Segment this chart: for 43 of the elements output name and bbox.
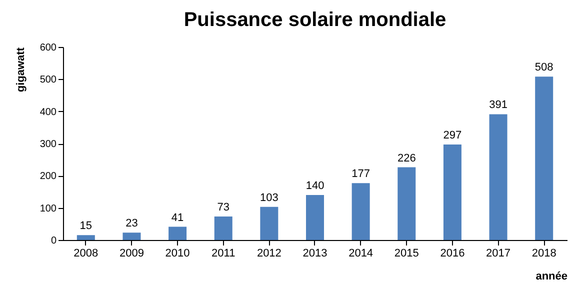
y-tick-label: 0 bbox=[50, 236, 57, 246]
x-tick-label: 2008 bbox=[74, 248, 98, 260]
y-tick-label: 400 bbox=[40, 106, 57, 118]
bar bbox=[398, 167, 416, 240]
data-label: 73 bbox=[217, 202, 230, 214]
x-tick-label: 2015 bbox=[394, 248, 419, 260]
y-tick-label: 300 bbox=[40, 139, 57, 150]
x-tick-label: 2016 bbox=[440, 248, 465, 260]
x-tick-label: 2010 bbox=[165, 248, 190, 260]
x-tick-label: 2014 bbox=[348, 248, 374, 260]
bar bbox=[352, 183, 370, 240]
y-axis-title: gigawatt bbox=[14, 47, 27, 92]
data-label: 103 bbox=[260, 192, 278, 204]
data-label: 508 bbox=[534, 62, 554, 74]
data-label: 297 bbox=[443, 129, 462, 142]
y-tick-label: 200 bbox=[40, 171, 57, 182]
x-tick-label: 2013 bbox=[302, 248, 328, 260]
data-label: 41 bbox=[171, 212, 184, 224]
x-tick-label: 2012 bbox=[256, 248, 282, 260]
bar bbox=[168, 226, 187, 240]
x-axis-title: année bbox=[536, 270, 568, 282]
data-label: 391 bbox=[489, 99, 508, 112]
y-tick-label: 500 bbox=[40, 74, 57, 86]
x-tick-label: 2017 bbox=[486, 248, 511, 260]
x-tick-label: 2011 bbox=[212, 248, 236, 260]
bar bbox=[76, 235, 95, 240]
y-tick-label: 100 bbox=[40, 203, 57, 214]
bar bbox=[306, 194, 324, 240]
bar bbox=[260, 206, 278, 240]
x-tick-label: 2018 bbox=[532, 248, 556, 260]
bar bbox=[214, 216, 232, 240]
data-label: 177 bbox=[352, 168, 370, 180]
chart-title: Puissance solaire mondiale bbox=[184, 9, 446, 31]
data-label: 226 bbox=[397, 152, 416, 164]
data-label: 15 bbox=[80, 220, 92, 232]
y-tick-label: 600 bbox=[40, 42, 57, 54]
bar bbox=[489, 114, 508, 240]
data-label: 23 bbox=[126, 218, 138, 230]
data-label: 140 bbox=[306, 180, 324, 192]
x-tick-label: 2009 bbox=[119, 248, 144, 260]
bar bbox=[443, 144, 462, 240]
bar bbox=[535, 76, 554, 240]
bar bbox=[122, 232, 141, 240]
